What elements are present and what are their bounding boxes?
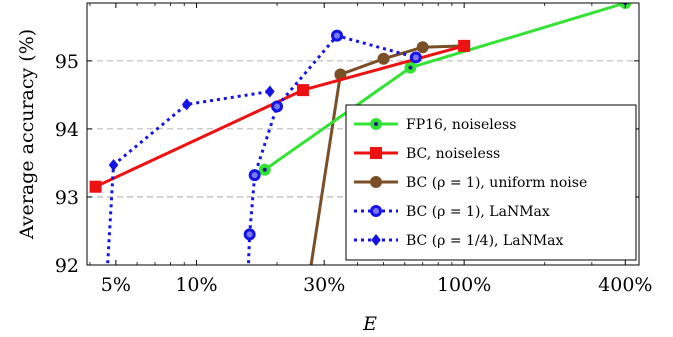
point-marker-center: [373, 208, 379, 214]
point-marker-center: [334, 32, 341, 39]
data-point: [404, 61, 417, 74]
data-point: [458, 39, 471, 52]
point-marker-outer: [416, 41, 429, 54]
point-marker-center: [408, 65, 413, 70]
data-point: [377, 52, 390, 65]
x-axis-title: E: [362, 313, 377, 335]
data-point: [296, 84, 309, 97]
data-point: [416, 41, 429, 54]
legend-swatch-marker: [370, 205, 382, 217]
legend-label: FP16, noiseless: [406, 117, 516, 133]
x-tick-label: 5%: [101, 274, 131, 296]
data-point: [271, 100, 284, 113]
legend-label: BC (ρ = 1), uniform noise: [406, 175, 587, 191]
x-tick-label: 30%: [303, 274, 345, 296]
data-point: [99, 327, 109, 337]
legend: FP16, noiseless BC, noiseless BC (ρ = 1), …: [345, 104, 637, 261]
point-marker-outer: [240, 327, 252, 337]
data-point: [181, 98, 192, 111]
point-marker-center: [274, 103, 281, 110]
x-tick-label: 400%: [598, 274, 652, 296]
y-tick-label: 92: [55, 255, 79, 277]
point-marker-center: [412, 54, 419, 61]
data-point: [108, 158, 119, 171]
plot-area: [89, 3, 632, 337]
series-line-4: [106, 90, 271, 265]
point-marker-center: [374, 122, 378, 126]
data-point: [295, 327, 307, 337]
point-marker-center: [246, 231, 253, 238]
point-marker-outer: [377, 52, 390, 65]
y-tick-label: 94: [55, 119, 79, 141]
data-point: [258, 163, 271, 176]
legend-swatch-marker: [371, 234, 381, 246]
data-point: [243, 228, 256, 241]
data-point: [248, 169, 261, 182]
legend-label: BC (ρ = 1), LaNMax: [406, 204, 550, 220]
point-marker-center: [262, 167, 267, 172]
point-marker-outer: [370, 176, 382, 188]
legend-swatch-marker: [370, 147, 382, 159]
data-point: [331, 29, 344, 42]
y-tick-label: 95: [55, 51, 79, 73]
x-tick-label: 10%: [175, 274, 217, 296]
y-axis-title: Average accuracy (%): [16, 29, 38, 240]
legend-swatch-marker: [370, 176, 382, 188]
y-tick-label: 93: [55, 187, 79, 209]
data-point: [265, 85, 275, 98]
point-marker-outer: [295, 327, 307, 337]
data-point: [89, 180, 102, 193]
point-marker-center: [243, 330, 249, 336]
data-point: [409, 51, 422, 64]
series-line-3: [246, 33, 417, 265]
legend-label: BC, noiseless: [406, 146, 500, 162]
data-point: [240, 327, 252, 337]
legend-swatch-marker: [370, 118, 382, 130]
point-marker-center: [251, 172, 258, 179]
x-tick-label: 100%: [437, 274, 491, 296]
axes: 92 93 94 95 5% 10% 30% 100% 400%: [55, 3, 652, 296]
legend-label: BC (ρ = 1/4), LaNMax: [406, 233, 564, 249]
plot-frame: [86, 2, 640, 266]
